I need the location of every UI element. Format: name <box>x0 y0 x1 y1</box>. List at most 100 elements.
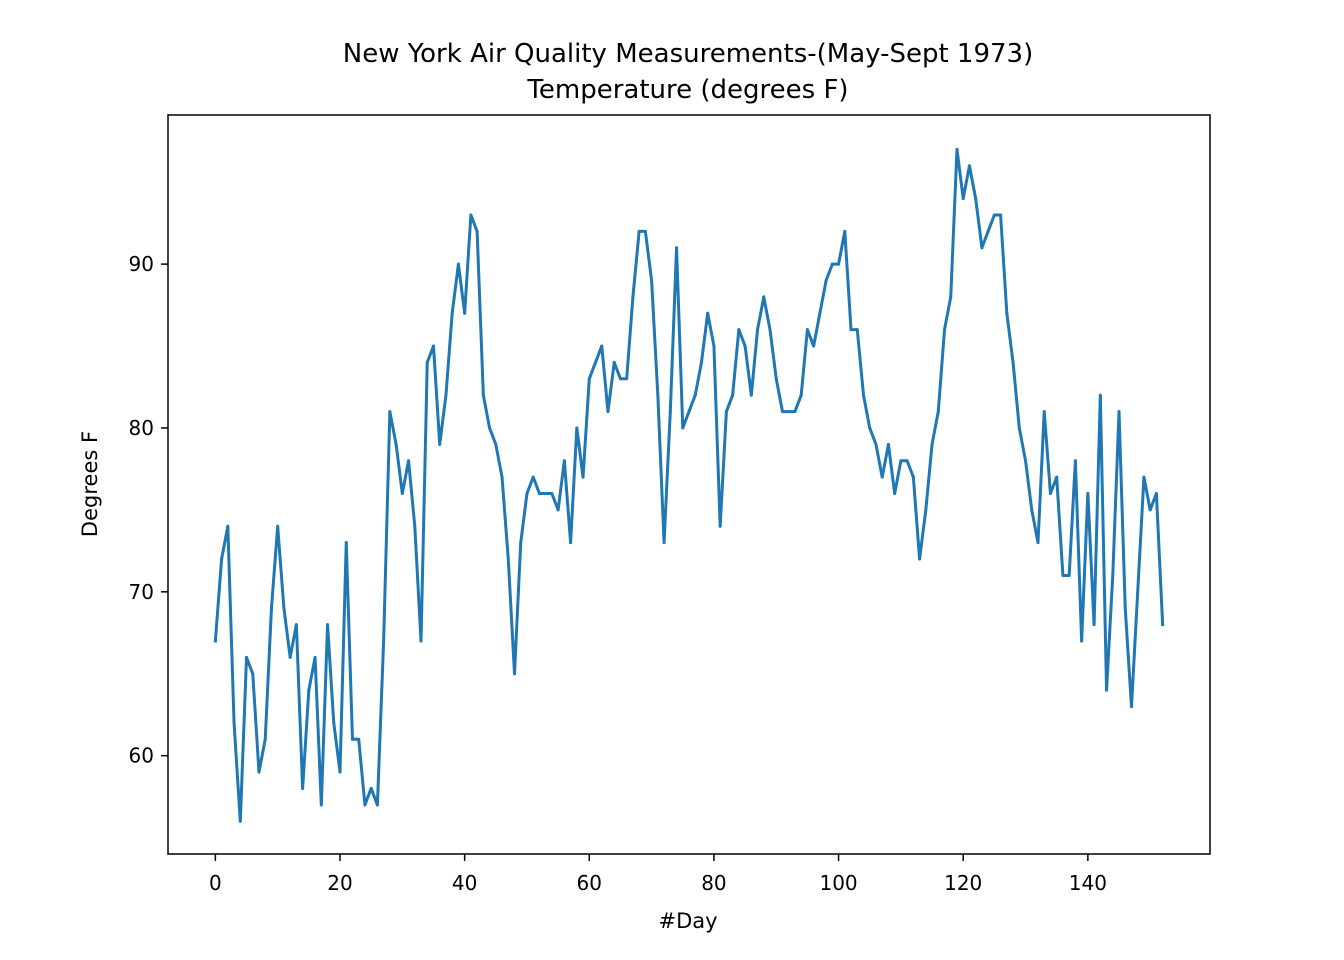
data-point <box>1117 410 1121 414</box>
data-point <box>818 311 822 315</box>
data-point <box>450 311 454 315</box>
data-point <box>893 492 897 496</box>
data-point <box>319 803 323 807</box>
data-point <box>400 492 404 496</box>
data-point <box>1092 623 1096 627</box>
data-point <box>699 360 703 364</box>
data-point <box>1030 508 1034 512</box>
data-point <box>213 639 217 643</box>
data-point <box>1098 393 1102 397</box>
data-point <box>431 344 435 348</box>
data-point <box>544 492 548 496</box>
data-point <box>232 721 236 725</box>
y-tick-label: 80 <box>129 416 154 440</box>
data-point <box>562 459 566 463</box>
data-point <box>1123 606 1127 610</box>
data-point <box>824 279 828 282</box>
y-axis-label: Degrees F <box>78 431 102 537</box>
data-point <box>718 524 722 528</box>
data-point <box>1005 311 1009 315</box>
x-tick-label: 20 <box>327 871 352 895</box>
data-point <box>594 360 598 364</box>
data-point <box>974 197 978 201</box>
data-point <box>581 475 585 479</box>
data-point <box>631 295 635 299</box>
data-point <box>693 393 697 397</box>
x-axis-ticks: 0 20 40 60 80 100 120 140 <box>209 854 1107 895</box>
data-point <box>780 410 784 414</box>
data-point <box>475 229 479 233</box>
data-point <box>1017 426 1021 430</box>
data-point <box>625 377 629 381</box>
data-point <box>276 524 280 528</box>
data-point <box>731 393 735 397</box>
data-point <box>830 262 834 266</box>
data-point <box>612 360 616 364</box>
data-point <box>463 311 467 315</box>
data-point <box>313 655 317 659</box>
data-point <box>326 623 330 627</box>
data-point <box>388 410 392 414</box>
y-tick-label: 70 <box>129 580 154 604</box>
data-point <box>369 786 373 790</box>
y-axis-ticks: 60 70 80 90 <box>129 252 168 768</box>
data-point <box>874 442 878 446</box>
data-point <box>1086 492 1090 496</box>
data-point <box>357 737 361 741</box>
data-point <box>263 737 267 741</box>
data-point <box>245 655 249 659</box>
data-point <box>438 442 442 446</box>
data-point <box>743 344 747 348</box>
data-point <box>737 328 741 332</box>
data-point <box>787 410 791 414</box>
data-point <box>681 426 685 430</box>
data-point <box>1061 573 1065 577</box>
data-point <box>955 147 959 151</box>
data-point <box>668 410 672 414</box>
x-tick-label: 120 <box>944 871 982 895</box>
data-point <box>936 410 940 414</box>
data-point <box>1136 590 1140 594</box>
data-point <box>525 492 529 496</box>
data-point <box>513 672 516 676</box>
data-point <box>1067 573 1071 577</box>
data-point <box>531 475 535 479</box>
data-point <box>1105 688 1109 692</box>
data-point <box>444 393 448 397</box>
data-point <box>643 229 647 233</box>
data-point <box>943 328 947 332</box>
data-point <box>980 246 984 250</box>
data-point <box>712 344 716 348</box>
data-point <box>756 328 760 332</box>
x-tick-label: 40 <box>452 871 477 895</box>
x-tick-label: 60 <box>577 871 602 895</box>
x-tick-label: 140 <box>1069 871 1107 895</box>
data-point <box>257 770 261 774</box>
data-point <box>899 459 903 463</box>
data-point <box>967 164 971 168</box>
data-point <box>868 426 872 430</box>
data-point <box>862 393 865 397</box>
data-point <box>425 360 429 364</box>
data-point <box>1042 410 1046 414</box>
data-point <box>488 426 492 430</box>
data-point <box>344 541 348 545</box>
data-point <box>986 229 990 233</box>
data-point <box>843 229 847 233</box>
data-point <box>1161 623 1165 627</box>
data-point <box>587 377 591 381</box>
data-point <box>1011 360 1015 364</box>
data-point <box>294 623 298 627</box>
data-point <box>749 393 753 397</box>
data-point <box>481 393 485 397</box>
plot-frame <box>167 114 1211 855</box>
data-points <box>213 147 1165 823</box>
data-point <box>880 475 884 479</box>
data-point <box>251 672 255 676</box>
data-point <box>837 262 841 266</box>
data-point <box>413 524 417 528</box>
data-point <box>600 344 604 348</box>
data-point <box>494 442 498 446</box>
data-point <box>606 410 610 414</box>
